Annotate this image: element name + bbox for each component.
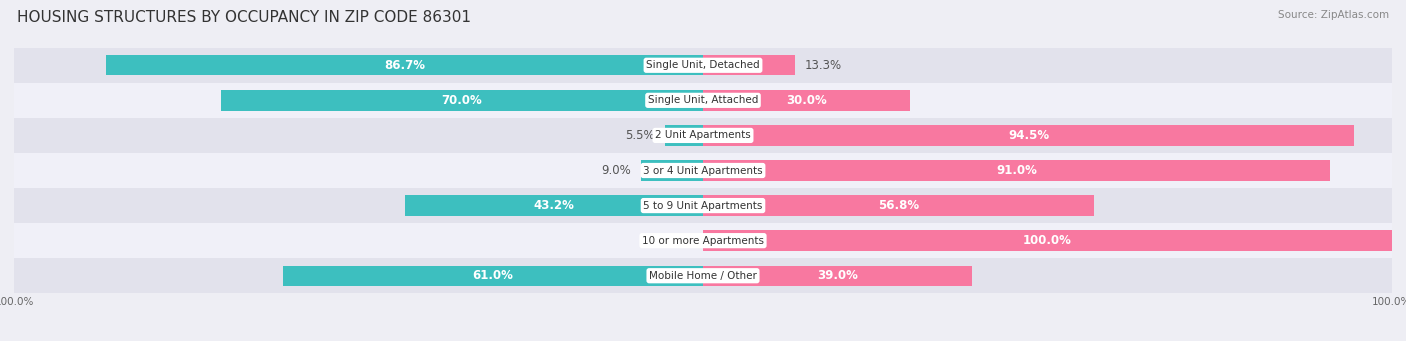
Text: 56.8%: 56.8%: [879, 199, 920, 212]
Text: 9.0%: 9.0%: [600, 164, 631, 177]
Text: 86.7%: 86.7%: [384, 59, 425, 72]
Text: HOUSING STRUCTURES BY OCCUPANCY IN ZIP CODE 86301: HOUSING STRUCTURES BY OCCUPANCY IN ZIP C…: [17, 10, 471, 25]
Text: 39.0%: 39.0%: [817, 269, 858, 282]
Bar: [665, 125, 703, 146]
Text: Source: ZipAtlas.com: Source: ZipAtlas.com: [1278, 10, 1389, 20]
Bar: [14, 223, 1392, 258]
Text: 91.0%: 91.0%: [995, 164, 1036, 177]
Bar: [14, 83, 1392, 118]
Bar: [14, 188, 1392, 223]
Bar: [703, 55, 794, 75]
Bar: [405, 195, 703, 216]
Bar: [14, 258, 1392, 293]
Bar: [703, 195, 1094, 216]
Bar: [703, 160, 1330, 181]
Text: 5.5%: 5.5%: [626, 129, 655, 142]
Bar: [14, 118, 1392, 153]
Text: 2 Unit Apartments: 2 Unit Apartments: [655, 130, 751, 140]
Bar: [14, 48, 1392, 83]
Bar: [703, 90, 910, 110]
Text: Mobile Home / Other: Mobile Home / Other: [650, 271, 756, 281]
Text: 100.0%: 100.0%: [1024, 234, 1071, 247]
Bar: [703, 125, 1354, 146]
Text: Single Unit, Attached: Single Unit, Attached: [648, 95, 758, 105]
Bar: [283, 266, 703, 286]
Bar: [703, 231, 1392, 251]
Text: 70.0%: 70.0%: [441, 94, 482, 107]
Text: 0.0%: 0.0%: [659, 234, 689, 247]
Text: 61.0%: 61.0%: [472, 269, 513, 282]
Text: 30.0%: 30.0%: [786, 94, 827, 107]
Bar: [221, 90, 703, 110]
Bar: [14, 153, 1392, 188]
Text: 43.2%: 43.2%: [534, 199, 575, 212]
Text: Single Unit, Detached: Single Unit, Detached: [647, 60, 759, 70]
Text: 13.3%: 13.3%: [806, 59, 842, 72]
Text: 10 or more Apartments: 10 or more Apartments: [643, 236, 763, 246]
Text: 94.5%: 94.5%: [1008, 129, 1049, 142]
Text: 5 to 9 Unit Apartments: 5 to 9 Unit Apartments: [644, 201, 762, 211]
Text: 3 or 4 Unit Apartments: 3 or 4 Unit Apartments: [643, 165, 763, 176]
Bar: [105, 55, 703, 75]
Bar: [703, 266, 972, 286]
Bar: [641, 160, 703, 181]
